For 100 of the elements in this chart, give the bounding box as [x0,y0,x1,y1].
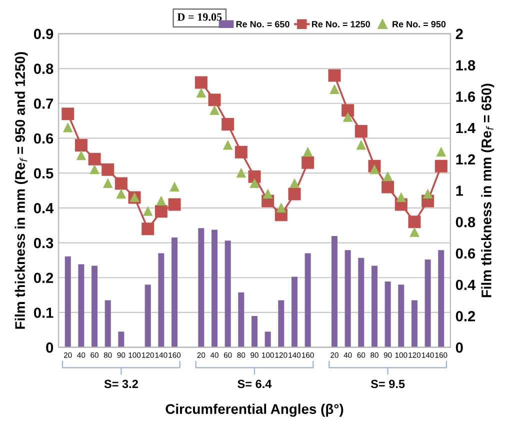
x-axis-title: Circumferential Angles (β°) [166,404,344,417]
y-tick-label: 0.2 [34,272,54,284]
bar [212,230,218,348]
point [236,168,246,178]
point [194,76,208,89]
y2-tick-label: 0 [456,342,463,353]
bar [358,258,364,348]
bar [331,236,338,348]
y2-tick-label: 1.6 [456,92,476,102]
bar [278,300,284,348]
point [103,179,112,188]
y2-tick-label: 1.2 [456,154,476,164]
y2-tick-label: 2 [456,28,463,39]
point [170,182,180,192]
legend-label: Re No. = 950 [392,20,446,28]
bar [411,300,418,348]
point [76,151,86,160]
point [342,104,354,117]
y2-tick-label: 0.2 [456,311,476,322]
point [196,88,206,98]
point [88,152,101,166]
y2-tick-label: 0.8 [456,216,476,228]
point [263,189,272,198]
point [114,177,128,190]
point [156,196,166,206]
point [288,188,301,200]
point [303,148,312,157]
point [210,106,220,115]
y-tick-label: 0.5 [34,168,54,179]
y-tick-label: 0.7 [34,98,54,109]
point [142,222,154,236]
y2-tick-label: 0.4 [456,280,476,290]
point [90,165,100,174]
point [143,206,152,216]
bar [438,250,444,348]
bar [64,256,71,348]
point [408,216,421,228]
bar [104,300,111,348]
legend-label: Re No. = 1250 [312,20,370,28]
y-tick-label: 0.8 [34,64,54,74]
y2-tick-label: 1.4 [456,123,476,134]
legend-label: Re No. = 650 [236,20,290,28]
point [383,172,392,182]
bar [144,284,151,348]
point [436,148,446,157]
point [343,112,352,122]
point [330,84,339,94]
point [434,160,448,172]
y-tick-label: 0.9 [34,28,54,40]
text: S= 6.4 [238,380,272,388]
y-axis-title: Film thickness in mm (Re$_{f}$ = 950 and 1250) [14,52,28,329]
point [328,69,341,82]
point [234,146,248,158]
point [396,192,406,202]
point [250,179,260,188]
y-tick-label: 0 [46,342,54,353]
bar [384,281,391,348]
point [382,180,394,194]
y2-tick-label: 1.8 [456,60,476,70]
point [410,228,419,237]
bar [238,292,244,348]
point [223,140,232,150]
y-tick-label: 0.4 [34,203,54,214]
bar [398,284,404,348]
y-tick-label: 0.6 [34,133,54,144]
point [423,189,432,198]
point [208,94,221,106]
point [354,125,368,138]
y-tick-label: 0.3 [34,238,54,248]
point [356,140,366,150]
text: D = 19.05 [177,13,222,21]
text: S= 9.5 [370,380,405,388]
y2-axis-title: Film thickness in mm (Re$_{f}$ = 650) [481,84,494,298]
y-tick-label: 0.1 [34,308,54,318]
bar [92,266,98,348]
point [74,138,88,152]
bar [424,260,431,348]
point [62,108,74,120]
point [102,163,114,176]
point [222,118,234,131]
bar [198,228,204,348]
point [302,156,314,169]
point [168,198,181,211]
bar [78,264,84,348]
point [154,205,168,218]
y2-tick-label: 0.6 [456,248,476,259]
bar [118,332,124,348]
point [276,203,286,212]
point [116,189,126,198]
bar [371,266,378,348]
text: S= 3.2 [104,380,138,388]
bar [344,250,351,348]
bar [304,253,311,348]
point [248,170,261,183]
y2-tick-label: 1 [456,186,464,196]
bar [224,240,231,348]
bar [264,332,271,348]
point [290,179,300,188]
point [63,123,72,132]
bar [172,238,178,348]
